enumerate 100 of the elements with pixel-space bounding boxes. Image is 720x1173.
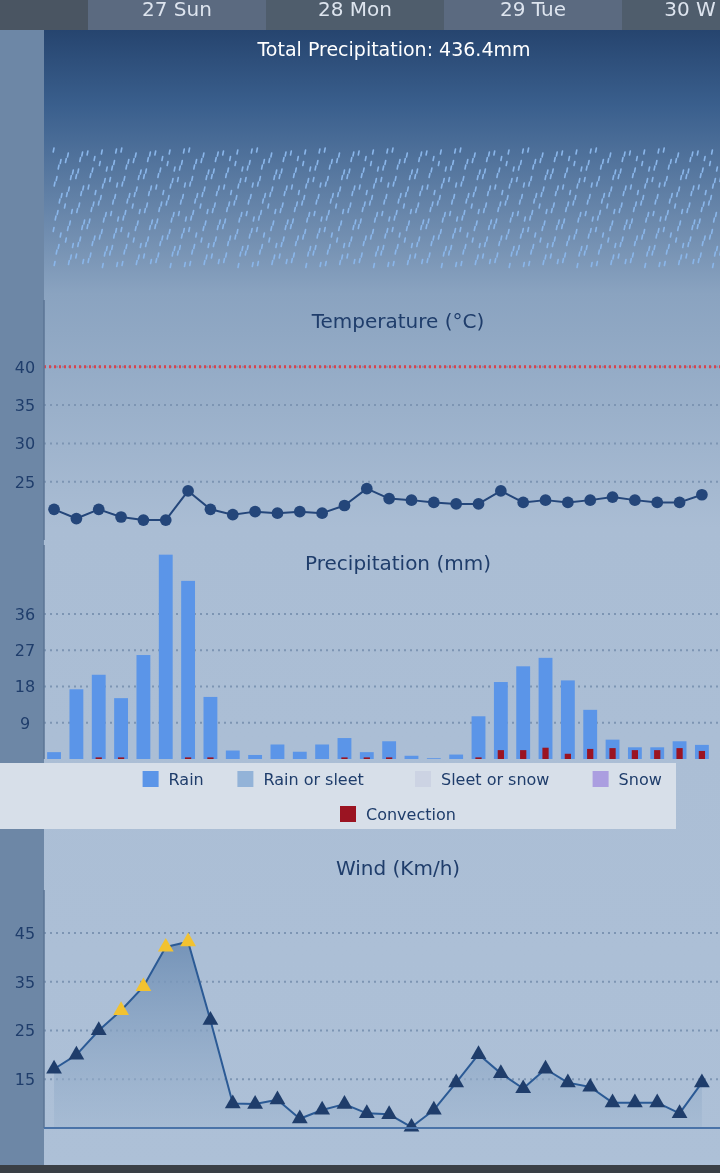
legend-label: Rain — [168, 770, 204, 789]
point — [291, 1109, 308, 1124]
point — [68, 1045, 85, 1060]
point — [159, 514, 172, 526]
y-tick-label: 25 — [14, 1021, 36, 1041]
y-tick-label: 15 — [14, 1070, 36, 1090]
point — [358, 1104, 375, 1118]
bar — [497, 750, 504, 759]
point — [293, 505, 306, 518]
bar — [382, 741, 397, 759]
point — [494, 485, 507, 497]
bar — [516, 666, 531, 759]
bar — [181, 580, 196, 759]
legend-label: Rain or sleet — [263, 770, 364, 789]
point — [157, 937, 174, 952]
text: Temperature (°C) — [310, 309, 485, 333]
bar — [520, 750, 527, 759]
y-tick-label: 27 — [14, 641, 36, 661]
point — [360, 482, 373, 495]
point — [46, 1059, 62, 1074]
point — [405, 494, 418, 506]
chart-title: Wind (Km/h) — [335, 856, 461, 880]
point — [649, 1093, 666, 1108]
point — [204, 503, 217, 516]
bar — [564, 753, 571, 759]
point — [224, 1094, 241, 1109]
point — [673, 496, 686, 509]
point — [559, 1073, 576, 1088]
point — [135, 977, 152, 992]
bar — [248, 754, 263, 759]
y-tick-label: 18 — [14, 677, 36, 697]
y-tick-label: 45 — [14, 923, 36, 943]
legend-label: Sleet or snow — [441, 770, 550, 789]
point — [113, 1001, 129, 1016]
y-tick-label: 9 — [19, 713, 31, 733]
bar — [337, 738, 352, 759]
point — [562, 496, 574, 509]
point — [247, 1094, 264, 1109]
bar — [136, 655, 151, 759]
point — [606, 491, 619, 503]
chart-title: Precipitation (mm) — [305, 551, 491, 575]
text: 30 W — [664, 0, 717, 21]
point — [696, 488, 708, 501]
point — [448, 1073, 465, 1088]
point — [492, 1064, 509, 1078]
y-tick-label: 40 — [14, 357, 36, 377]
point — [517, 496, 530, 509]
bar — [449, 754, 464, 759]
point — [115, 511, 127, 523]
point — [182, 485, 194, 497]
bar — [114, 698, 128, 759]
text: 29 Tue — [500, 0, 566, 21]
bar — [583, 709, 598, 759]
point — [338, 499, 351, 512]
bar — [560, 680, 575, 759]
bar — [493, 682, 508, 759]
point — [381, 1105, 398, 1119]
point — [271, 507, 284, 520]
point — [70, 512, 83, 525]
point — [651, 496, 664, 509]
bar — [654, 750, 661, 759]
point — [336, 1094, 353, 1109]
bar — [542, 747, 549, 759]
point — [48, 503, 60, 516]
point — [470, 1045, 487, 1059]
point — [472, 498, 485, 510]
legend-label: Convection — [366, 805, 456, 824]
bar — [538, 657, 553, 759]
bar — [315, 744, 330, 759]
bar — [225, 750, 240, 759]
point — [269, 1090, 286, 1105]
y-tick-label: 35 — [14, 396, 36, 416]
bar — [270, 744, 285, 759]
y-tick-label: 36 — [14, 604, 36, 624]
point — [604, 1093, 621, 1108]
bar — [292, 751, 307, 759]
point — [180, 932, 196, 947]
point — [539, 494, 552, 506]
bar — [203, 696, 218, 759]
bar — [47, 752, 61, 759]
text: Total Precipitation: 436.4mm — [256, 38, 531, 60]
bar — [676, 748, 683, 759]
point — [425, 1100, 442, 1115]
bar — [587, 748, 594, 759]
y-tick-label: 35 — [14, 972, 36, 992]
point — [582, 1077, 599, 1092]
point — [137, 514, 150, 526]
bar — [158, 554, 173, 759]
y-tick-label: 25 — [14, 472, 36, 492]
point — [92, 503, 105, 516]
point — [90, 1021, 107, 1036]
y-tick-label: 30 — [14, 434, 36, 454]
bar — [91, 674, 106, 759]
point — [202, 1011, 219, 1025]
point — [671, 1104, 688, 1118]
point — [427, 496, 440, 509]
text: 28 Mon — [318, 0, 392, 21]
point — [626, 1093, 643, 1108]
bar — [631, 750, 639, 759]
point — [694, 1073, 710, 1088]
